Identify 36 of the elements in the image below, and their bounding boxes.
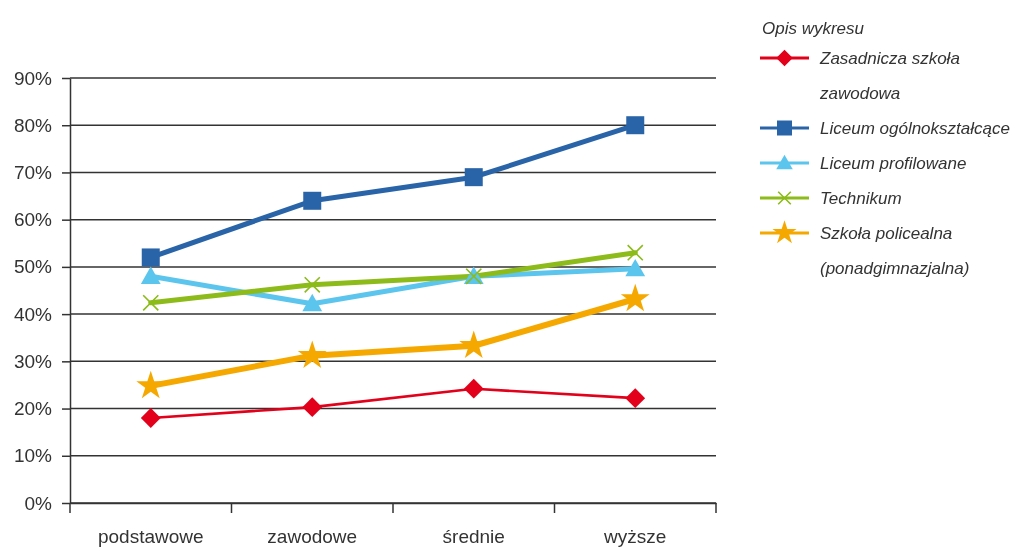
- point: [140, 408, 161, 428]
- point: [302, 293, 323, 312]
- legend-label: Technikum: [820, 188, 902, 208]
- y-tick-label: 50%: [13, 256, 53, 278]
- point: [620, 283, 650, 312]
- legend-label: Zasadnicza szkoła zawodowa: [819, 48, 960, 103]
- x-tick-label: zawodowe: [267, 526, 358, 548]
- y-tick-label: 80%: [13, 114, 53, 136]
- y-tick-label: 20%: [13, 398, 53, 420]
- point: [464, 168, 483, 187]
- x-tick-label: średnie: [442, 526, 505, 548]
- x-tick-label: wyższe: [603, 526, 667, 548]
- y-tick-label: 30%: [13, 350, 53, 372]
- point: [297, 340, 327, 368]
- point: [626, 244, 644, 262]
- point: [463, 378, 484, 399]
- y-tick-label: 60%: [13, 209, 53, 231]
- point: [302, 397, 323, 418]
- y-tick-label: 90%: [13, 67, 53, 89]
- point: [142, 294, 160, 312]
- legend-label: Liceum profilowane: [820, 153, 967, 173]
- point: [625, 258, 646, 277]
- point: [625, 388, 646, 409]
- point: [626, 116, 645, 135]
- legend-label: Szkoła policealna (ponadgimnazjalna): [820, 223, 970, 278]
- legend-label: Liceum ogólnokształcące: [820, 118, 1010, 138]
- legend-title: Opis wykresu: [762, 18, 865, 38]
- y-tick-label: 70%: [13, 162, 53, 184]
- point: [303, 191, 322, 210]
- x-tick-label: podstawowe: [97, 526, 204, 548]
- point: [141, 248, 160, 267]
- y-tick-label: 0%: [24, 492, 53, 514]
- y-tick-label: 40%: [13, 303, 53, 325]
- point: [140, 266, 161, 284]
- point: [303, 276, 321, 294]
- y-tick-label: 10%: [13, 445, 53, 467]
